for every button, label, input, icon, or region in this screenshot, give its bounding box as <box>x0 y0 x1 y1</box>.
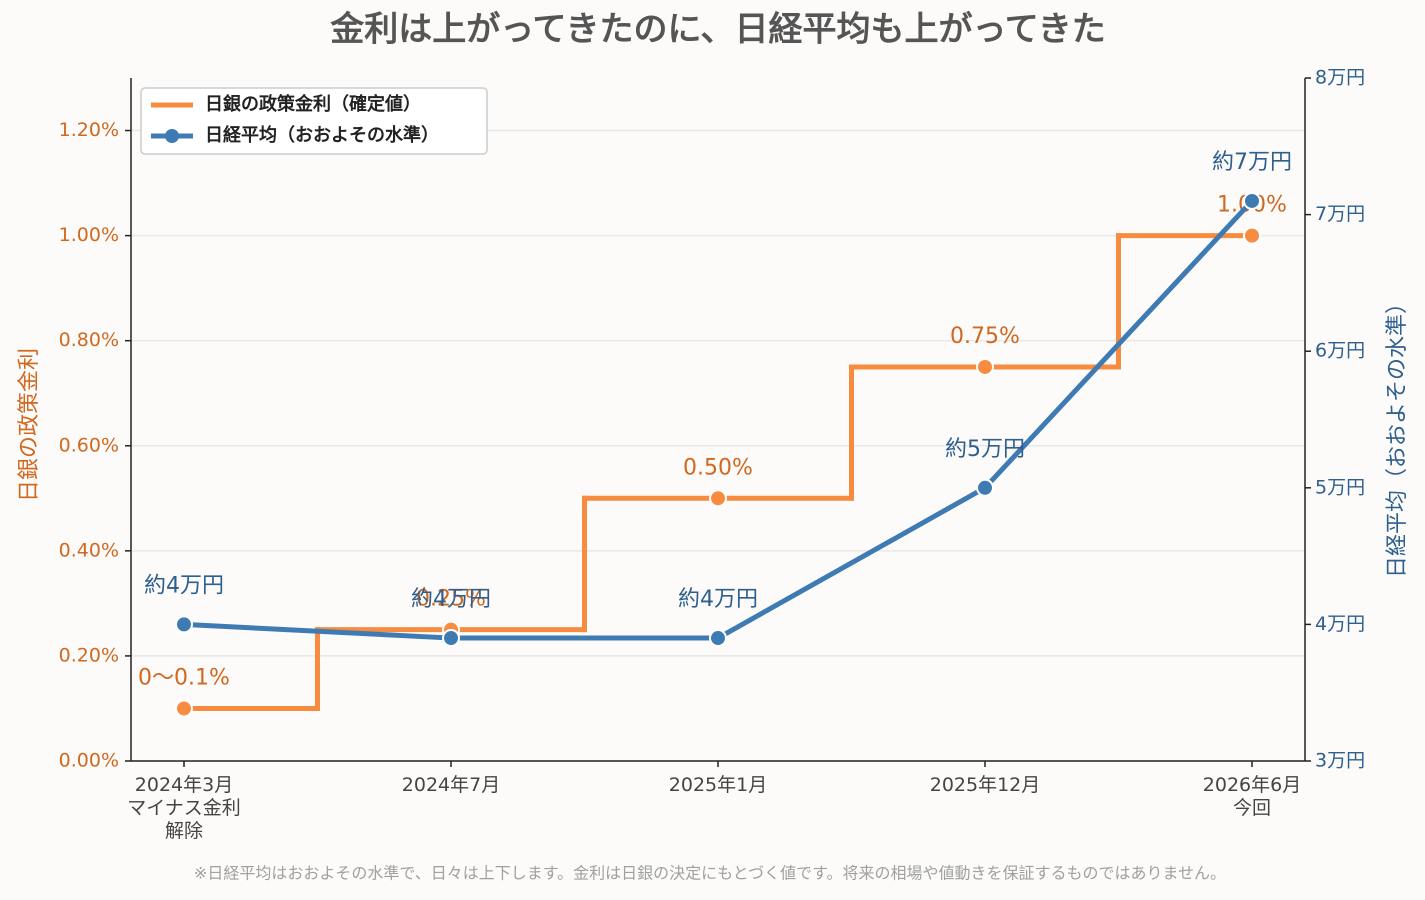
y-tick-label: 0.00% <box>59 750 119 772</box>
y-tick-label: 0.80% <box>59 329 119 351</box>
data-point <box>976 357 994 376</box>
data-point <box>709 489 727 508</box>
data-label: 0〜0.1% <box>138 665 230 690</box>
data-label: 約7万円 <box>1212 150 1292 175</box>
legend-label: 日経平均（おおよその水準） <box>205 124 439 146</box>
legend-label: 日銀の政策金利（確定値） <box>205 93 421 115</box>
y2-tick-label: 7万円 <box>1315 203 1365 225</box>
data-label: 0.50% <box>683 455 753 480</box>
y2-tick-label: 5万円 <box>1315 476 1365 498</box>
y2-axis-label: 日経平均（おおよその水準） <box>1385 292 1410 578</box>
data-label: 約4万円 <box>144 573 224 598</box>
y-tick-label: 0.40% <box>59 539 119 561</box>
x-tick-label: 2024年3月マイナス金利解除 <box>127 774 241 842</box>
y-tick-label: 0.20% <box>59 644 119 666</box>
data-label: 約5万円 <box>945 437 1025 462</box>
y-tick-label: 1.20% <box>59 119 119 141</box>
data-point <box>175 699 193 718</box>
data-point <box>175 615 193 634</box>
x-tick-label: 2026年6月今回 <box>1203 774 1301 819</box>
y2-tick-label: 6万円 <box>1315 340 1365 362</box>
y-axis-label: 日銀の政策金利 <box>17 348 42 502</box>
data-label: 約4万円 <box>678 587 758 612</box>
data-point <box>442 629 460 648</box>
y-tick-label: 1.00% <box>59 224 119 246</box>
x-tick-label: 2024年7月 <box>402 774 500 796</box>
data-point <box>1243 226 1261 245</box>
legend-box <box>140 87 488 155</box>
x-tick-label: 2025年12月 <box>930 774 1041 796</box>
y2-tick-label: 8万円 <box>1315 67 1365 89</box>
y2-tick-label: 4万円 <box>1315 613 1365 635</box>
data-label: 0.75% <box>950 324 1020 349</box>
data-point <box>709 629 727 648</box>
legend-marker <box>165 129 179 143</box>
x-tick-label: 2025年1月 <box>669 774 767 796</box>
chart-title: 金利は上がってきたのに、日経平均も上がってきた <box>329 10 1106 50</box>
data-point <box>976 478 994 497</box>
y-tick-label: 0.60% <box>59 434 119 456</box>
y2-tick-label: 3万円 <box>1315 750 1365 772</box>
data-point <box>1243 191 1261 210</box>
data-label: 0.25% <box>416 587 486 612</box>
data-label: 約4万円 <box>411 587 491 612</box>
footnote: ※日経平均はおおよその水準で、日々は上下します。金利は日銀の決定にもとづく値です… <box>194 864 1226 883</box>
